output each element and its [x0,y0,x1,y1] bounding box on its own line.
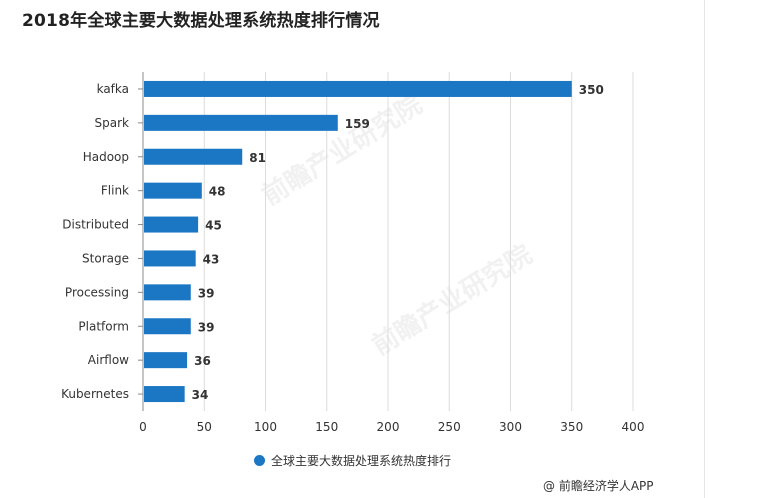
axes [138,72,144,411]
data-label: 48 [209,185,226,199]
legend: 全球主要大数据处理系统热度排行 [254,452,451,469]
right-divider [704,0,705,498]
category-label: Platform [78,319,129,333]
data-label: 159 [345,117,370,131]
bar [144,284,191,301]
category-label: Storage [82,251,129,265]
legend-label: 全球主要大数据处理系统热度排行 [271,454,452,468]
bars [144,80,572,403]
bar [144,148,243,165]
data-label: 34 [192,388,209,402]
x-tick-label: 150 [315,420,338,434]
x-tick-label: 200 [377,420,400,434]
x-tick-label: 100 [254,420,277,434]
page-title: 2018年全球主要大数据处理系统热度排行情况 [22,11,380,31]
bar [144,182,202,199]
category-label: Kubernetes [61,387,129,401]
x-tick-label: 50 [197,420,212,434]
bar [144,352,188,369]
category-label: Flink [101,184,129,198]
category-label: Spark [95,116,130,130]
data-label: 350 [579,83,604,97]
data-label: 43 [203,252,220,266]
bar [144,216,199,233]
data-label: 45 [205,219,222,233]
data-label: 36 [194,354,211,368]
category-label: kafka [97,82,129,96]
bar [144,386,185,403]
x-tick-label: 250 [438,420,461,434]
x-tick-label: 300 [499,420,522,434]
category-label: Airflow [88,353,129,367]
bar [144,250,196,267]
bar [144,114,338,131]
bar [144,318,191,335]
labels: 0 50 100 150 200 250 300 350 400 kafka 350 Spark 159… [61,82,644,434]
legend-swatch [254,455,265,466]
data-label: 39 [198,320,215,334]
x-tick-label: 0 [139,420,147,434]
bar [144,80,572,97]
data-label: 39 [198,286,215,300]
category-label: Distributed [62,218,129,232]
category-label: Hadoop [83,150,129,164]
data-label: 81 [249,151,266,165]
x-tick-label: 400 [622,420,645,434]
category-label: Processing [65,285,129,299]
source-credit: @ 前瞻经济学人APP [543,479,654,493]
x-tick-label: 350 [560,420,583,434]
